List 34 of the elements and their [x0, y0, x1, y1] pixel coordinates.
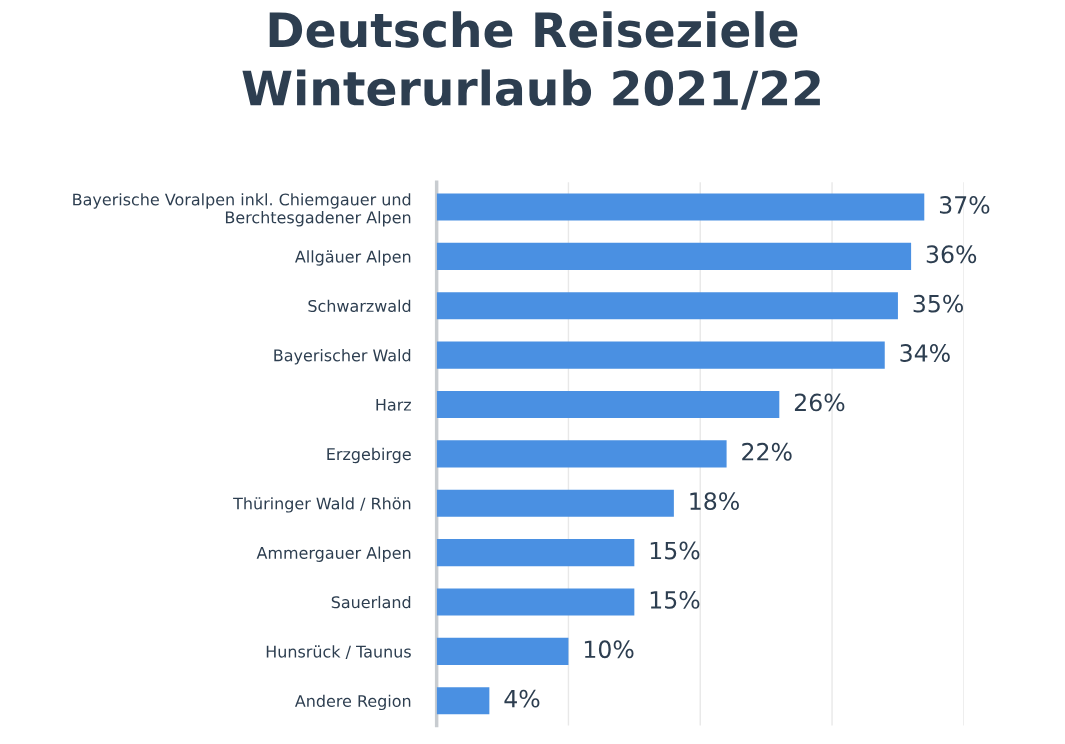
- y-tick-label: Andere Region: [294, 694, 411, 711]
- bar: [436, 292, 898, 320]
- y-tick-label: Erzgebirge: [327, 447, 411, 464]
- y-tick-label: Thüringer Wald / Rhön: [233, 497, 411, 513]
- data-label: 22%: [742, 442, 792, 461]
- bar: [436, 390, 780, 419]
- bar: [436, 637, 569, 665]
- data-label: 37%: [939, 195, 990, 214]
- y-tick-label: Sauerland: [331, 595, 411, 609]
- bar: [436, 687, 490, 715]
- bar: [436, 489, 674, 517]
- y-tick-label: Harz: [376, 398, 411, 411]
- data-label: 18%: [690, 492, 739, 511]
- data-label: 36%: [926, 245, 977, 264]
- y-tick-label: Bayerische Voralpen inkl. Chiemgauer und Berchtesgadener Alpen: [73, 193, 411, 227]
- data-label: 15%: [650, 590, 700, 609]
- y-tick-label: Schwarzwald: [308, 299, 411, 313]
- data-label: 15%: [650, 541, 700, 560]
- bar: [436, 193, 925, 221]
- y-tick-label: Hunsrück / Taunus: [266, 645, 411, 659]
- data-label: 4%: [504, 689, 540, 708]
- data-label: 34%: [900, 344, 950, 362]
- bar: [436, 440, 727, 468]
- data-label: 35%: [913, 294, 963, 313]
- y-tick-label: Ammergauer Alpen: [256, 546, 411, 562]
- y-tick-label: Allgäuer Alpen: [295, 250, 411, 266]
- data-label: 10%: [584, 640, 634, 659]
- chart-title: Deutsche Reiseziele Winterurlaub 2021/22: [242, 11, 820, 110]
- bar: [436, 341, 885, 369]
- y-tick-label: Bayerischer Wald: [274, 349, 411, 365]
- data-label: 26%: [794, 393, 845, 412]
- bar: [436, 539, 635, 567]
- bar: [436, 242, 912, 270]
- bar: [436, 588, 635, 616]
